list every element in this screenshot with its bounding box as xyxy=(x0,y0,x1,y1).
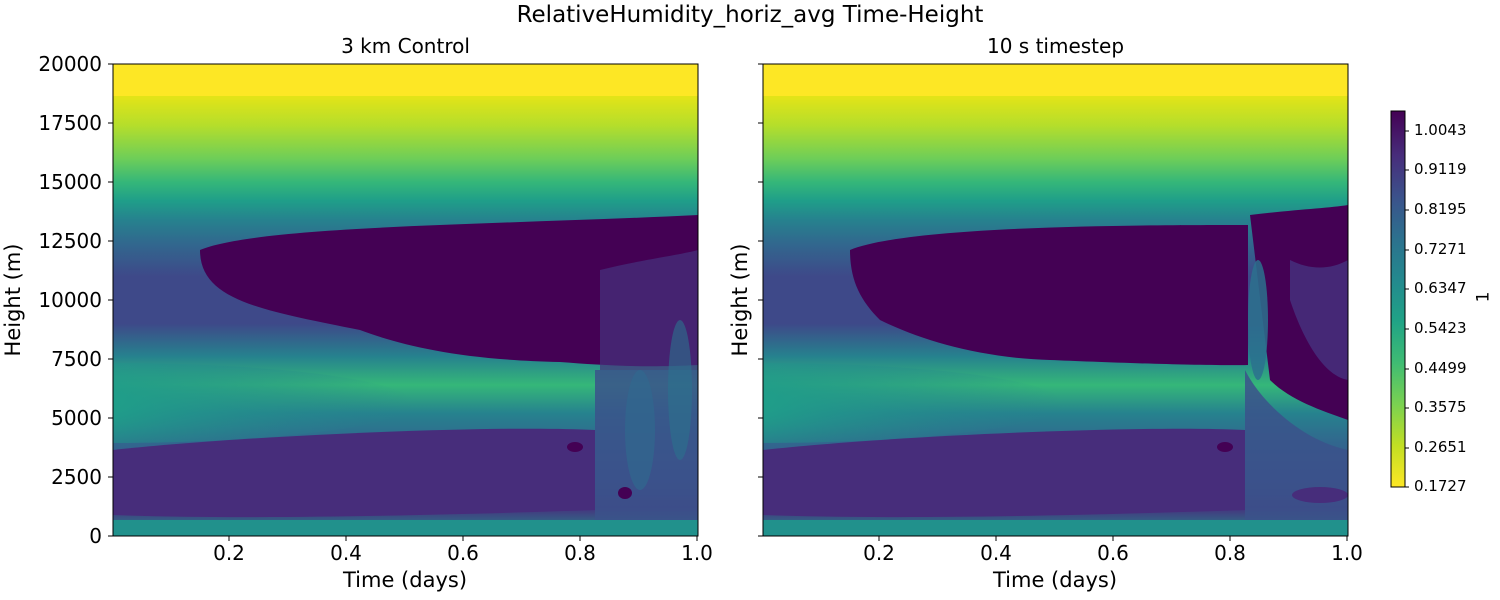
colorbar-label: 1 xyxy=(1473,291,1494,303)
colorbar-tick-label: 1.0043 xyxy=(1414,121,1467,139)
y-tick-label: 0 xyxy=(89,524,102,548)
colorbar-tick-label: 0.2651 xyxy=(1414,438,1467,456)
colorbar-tick-label: 0.9119 xyxy=(1414,160,1467,178)
x-tick-label: 0.2 xyxy=(863,541,895,565)
left-contour-field xyxy=(113,64,698,536)
x-tick-label: 0.8 xyxy=(1214,541,1246,565)
x-tick-label: 0.4 xyxy=(330,541,362,565)
x-tick-label: 0.6 xyxy=(447,541,479,565)
x-tick-label: 0.8 xyxy=(564,541,596,565)
y-tick-label: 20000 xyxy=(38,52,102,76)
colorbar-tick-label: 0.5423 xyxy=(1414,319,1467,337)
right-contour-field xyxy=(763,64,1348,536)
x-tick-label: 0.6 xyxy=(1097,541,1129,565)
left-axes-title: 3 km Control xyxy=(341,34,470,58)
y-tick-label: 15000 xyxy=(38,170,102,194)
colorbar-tick-label: 0.7271 xyxy=(1414,240,1467,258)
right-x-axis-label: Time (days) xyxy=(992,568,1118,592)
x-tick-label: 1.0 xyxy=(1331,541,1363,565)
x-tick-label: 0.2 xyxy=(213,541,245,565)
y-tick-label: 7500 xyxy=(51,347,102,371)
colorbar-tick-label: 0.6347 xyxy=(1414,279,1467,297)
figure-suptitle: RelativeHumidity_horiz_avg Time-Height xyxy=(516,2,984,28)
right-y-axis-label: Height (m) xyxy=(728,243,752,357)
y-tick-label: 2500 xyxy=(51,465,102,489)
tick-marks xyxy=(108,63,1348,541)
y-tick-label: 5000 xyxy=(51,406,102,430)
y-tick-label: 17500 xyxy=(38,111,102,135)
left-x-axis-label: Time (days) xyxy=(342,568,468,592)
colorbar xyxy=(1390,110,1409,488)
colorbar-tick-label: 0.1727 xyxy=(1414,477,1467,495)
colorbar-tick-label: 0.4499 xyxy=(1414,359,1467,377)
y-tick-label: 12500 xyxy=(38,229,102,253)
left-y-axis-label: Height (m) xyxy=(1,243,25,357)
right-axes-title: 10 s timestep xyxy=(986,34,1125,58)
x-tick-label: 1.0 xyxy=(681,541,713,565)
y-tick-label: 10000 xyxy=(38,288,102,312)
colorbar-tick-label: 0.3575 xyxy=(1414,398,1467,416)
x-tick-label: 0.4 xyxy=(980,541,1012,565)
colorbar-tick-label: 0.8195 xyxy=(1414,200,1467,218)
